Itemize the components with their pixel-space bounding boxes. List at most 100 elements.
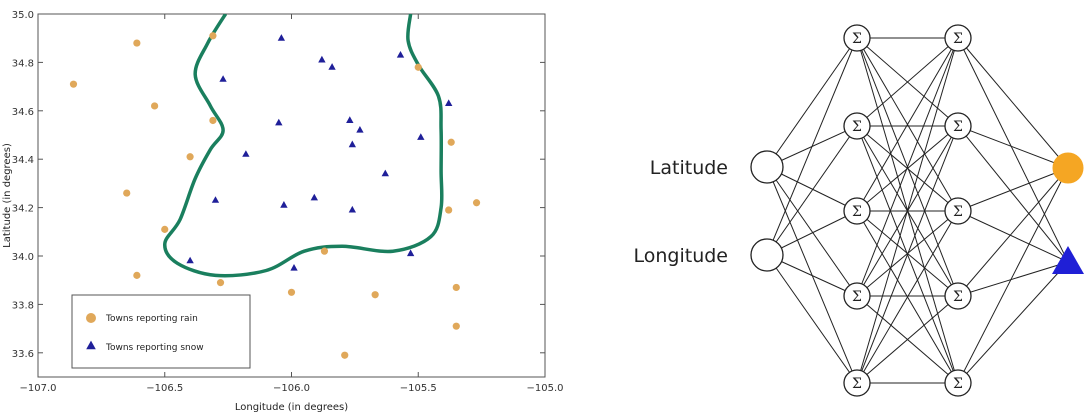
x-axis-label: Longitude (in degrees) (235, 402, 348, 413)
sum-symbol: Σ (953, 31, 963, 47)
snow-point (280, 201, 288, 208)
hidden-node (843, 282, 871, 310)
boundary-layer (163, 14, 444, 278)
sum-symbol: Σ (953, 204, 963, 220)
neural-network-diagram: Σ Σ Σ Σ Σ Σ Σ Σ Σ Σ Latitude Longitude (634, 24, 1084, 397)
legend-rain-label: Towns reporting rain (105, 314, 198, 324)
network-edge (856, 37, 959, 384)
rain-point (414, 63, 422, 71)
network-edge (766, 125, 858, 256)
snow-point (211, 196, 220, 203)
network-edge (957, 37, 1069, 169)
network-edge (957, 37, 1069, 263)
network-edge (766, 166, 858, 297)
rain-point (209, 116, 217, 125)
sum-symbol: Σ (953, 119, 963, 135)
hidden-node (843, 112, 871, 140)
output-triangle-node (1052, 246, 1084, 274)
legend: Towns reporting rain Towns reporting sno… (71, 294, 251, 369)
snow-point (445, 99, 453, 106)
rain-point (371, 291, 379, 299)
network-edge (957, 167, 1069, 384)
longitude-input-label: Longitude (634, 245, 729, 267)
snow-point (242, 150, 250, 157)
snow-point (277, 34, 285, 41)
rain-point (161, 225, 169, 233)
network-edge (957, 167, 1069, 297)
network-edge (957, 210, 1069, 263)
rain-point (445, 206, 453, 214)
network-edge (766, 166, 858, 212)
legend-snow-marker (86, 340, 96, 350)
snow-point (346, 116, 354, 123)
y-tick-label: 33.6 (12, 349, 34, 360)
y-tick-label: 34.0 (12, 252, 34, 263)
snow-point (407, 249, 415, 257)
sum-symbol: Σ (852, 31, 862, 47)
y-tick-label: 34.6 (12, 107, 34, 118)
snow-point (290, 264, 298, 271)
rain-point (151, 102, 159, 110)
decision-boundary (163, 14, 444, 278)
x-tick-label: −106.0 (273, 383, 310, 394)
points-layer (69, 32, 481, 359)
rain-point (447, 138, 455, 146)
network-edge (766, 37, 858, 168)
hidden-node (944, 112, 972, 140)
network-edge (856, 210, 959, 384)
input-node (750, 238, 784, 272)
snow-point (275, 118, 283, 126)
network-edges (766, 37, 1069, 384)
snow-point (348, 205, 356, 213)
sum-symbol: Σ (852, 204, 862, 220)
rain-point (320, 247, 329, 255)
network-edge (957, 125, 1069, 263)
hidden-node (944, 197, 972, 225)
y-ticks: 33.6 33.8 34.0 34.2 34.4 34.6 34.8 35.0 (12, 10, 545, 360)
scatter-chart: −107.0 −106.5 −106.0 −105.5 −105.0 33.633.83… (2, 10, 564, 413)
hidden-node (944, 282, 972, 310)
network-edge (766, 210, 858, 256)
y-axis-label: Latitude (in degrees) (2, 143, 13, 248)
network-edge (856, 125, 959, 212)
rain-point (472, 199, 481, 207)
hidden-node (843, 197, 871, 225)
x-tick-label: −105.0 (526, 383, 563, 394)
y-tick-label: 34.8 (12, 58, 34, 69)
rain-point (209, 32, 217, 40)
y-tick-label: 35.0 (12, 10, 34, 21)
network-edge (957, 125, 1069, 169)
rain-point (186, 153, 194, 161)
snow-point (219, 75, 227, 82)
y-tick-label: 34.2 (12, 204, 34, 215)
rain-point (216, 279, 225, 287)
rain-point (133, 39, 141, 47)
rain-point (69, 80, 78, 88)
rain-point (133, 271, 141, 279)
network-edge (957, 261, 1069, 384)
x-tick-label: −105.5 (400, 383, 437, 394)
latitude-input-label: Latitude (650, 157, 728, 179)
network-edge (856, 37, 959, 212)
network-edge (856, 295, 959, 384)
network-edge (766, 254, 858, 384)
rain-point (452, 283, 460, 292)
hidden-node (843, 24, 871, 52)
sum-symbol: Σ (852, 289, 862, 305)
sum-symbol: Σ (852, 119, 862, 135)
snow-point (186, 256, 194, 264)
rain-point (452, 322, 460, 330)
snow-point (310, 193, 318, 201)
legend-snow-label: Towns reporting snow (105, 343, 204, 353)
legend-rain-marker (86, 313, 96, 323)
network-nodes: Σ Σ Σ Σ Σ Σ Σ Σ Σ Σ (750, 24, 1084, 397)
rain-point (341, 351, 349, 359)
x-ticks: −107.0 −106.5 −106.0 −105.5 −105.0 (19, 14, 564, 394)
y-tick-label: 34.4 (12, 155, 34, 166)
output-circle-node (1052, 152, 1084, 184)
rain-point (123, 189, 131, 197)
snow-point (348, 140, 356, 148)
snow-point (396, 51, 405, 58)
network-edge (856, 37, 959, 127)
